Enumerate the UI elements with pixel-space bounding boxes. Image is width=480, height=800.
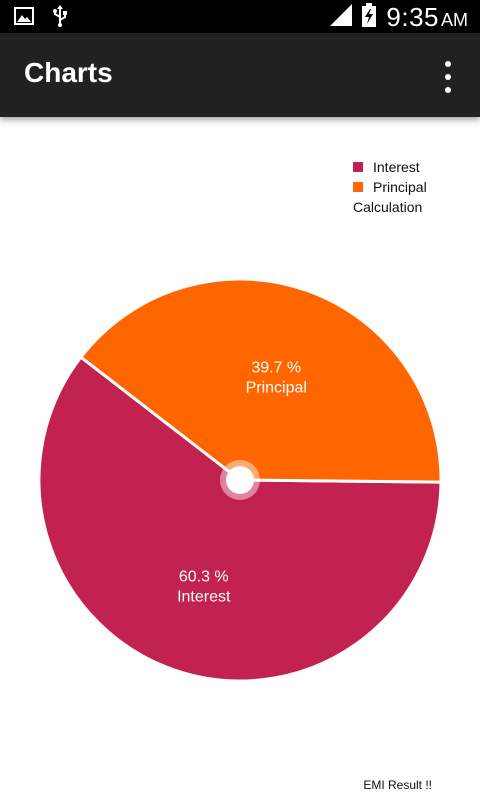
chart-legend: Interest Principal Calculation [353,157,427,217]
legend-swatch-principal [353,182,363,192]
usb-icon [52,5,68,32]
battery-charging-icon [362,3,377,32]
pie-chart[interactable]: 60.3 % Interest 39.7 % Principal [0,240,480,720]
legend-label-interest: Interest [373,159,420,175]
slice-name-label-interest: Interest [177,588,231,605]
page-title: Charts [24,57,113,88]
slice-percent-label-interest: 60.3 % [179,568,229,585]
slice-name-label-principal: Principal [246,380,307,397]
legend-entry-interest: Interest [353,157,427,177]
more-vert-icon[interactable] [436,61,460,93]
pie-slice-interest[interactable] [37,355,443,683]
status-time: 9:35 [386,2,439,32]
image-icon [14,7,34,30]
legend-title: Calculation [353,199,423,215]
pie-slice-principal[interactable] [78,277,443,484]
legend-entry-principal: Principal [353,177,427,197]
chart-description: EMI Result !! [363,778,432,792]
pie-center-hole [226,466,254,494]
app-bar: Charts [0,33,480,117]
status-ampm: AM [441,10,468,30]
legend-label-principal: Principal [373,179,427,195]
legend-swatch-interest [353,162,363,172]
status-bar: 9:35 AM [0,0,480,33]
signal-icon [330,4,353,31]
pie-chart-svg[interactable]: 60.3 % Interest 39.7 % Principal [0,240,480,720]
slice-percent-label-principal: 39.7 % [251,360,301,377]
